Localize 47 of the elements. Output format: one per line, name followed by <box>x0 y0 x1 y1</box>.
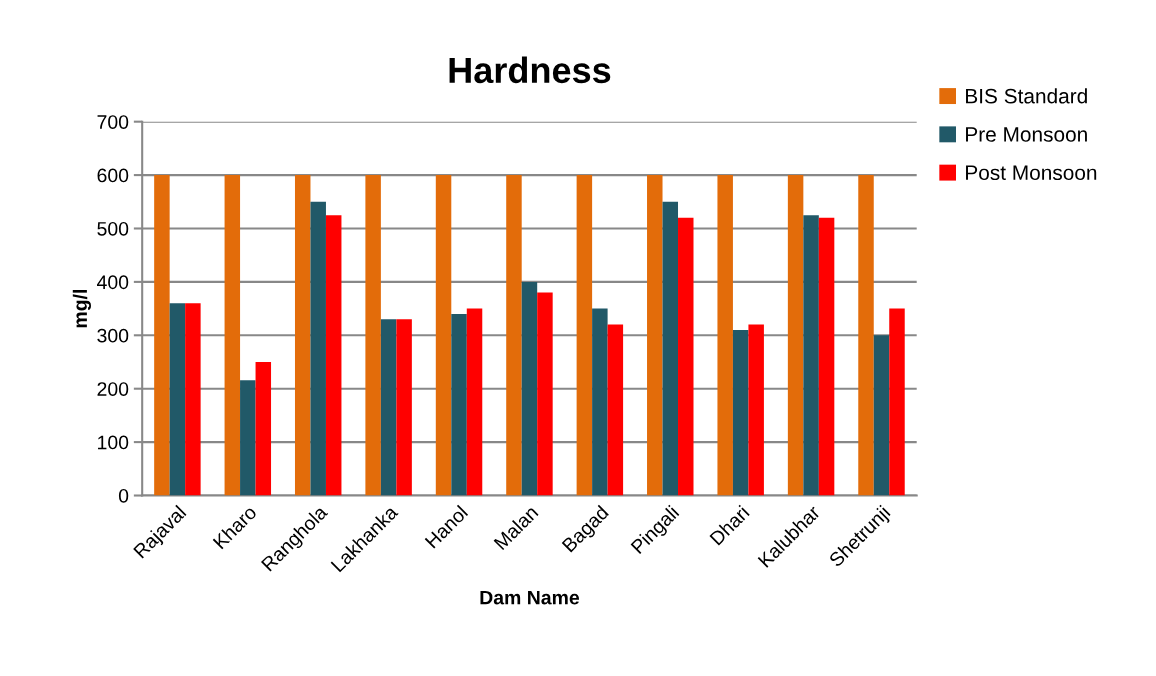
y-tick-label: 700 <box>97 115 129 129</box>
bar <box>576 175 593 496</box>
bar <box>787 175 804 496</box>
y-axis-title: mg/l <box>72 289 91 328</box>
bar <box>748 324 764 496</box>
legend-label: Pre Monsoon <box>966 127 1087 142</box>
y-tick-label: 600 <box>97 168 129 183</box>
bar <box>873 335 890 496</box>
bar <box>451 313 467 496</box>
bar <box>154 175 170 496</box>
bar <box>506 175 522 496</box>
bar <box>255 362 272 496</box>
bar <box>396 319 412 496</box>
bar <box>803 215 819 496</box>
y-tick-label: 0 <box>118 488 129 503</box>
bar <box>717 175 733 496</box>
bar <box>365 175 381 496</box>
bar <box>325 215 342 496</box>
bar <box>818 217 835 496</box>
x-axis-title: Dam Name <box>480 590 580 605</box>
legend-label: Post Monsoon <box>966 165 1097 181</box>
bar <box>169 303 186 496</box>
y-tick-label: 200 <box>97 382 129 396</box>
bar <box>732 329 749 496</box>
bar <box>889 308 905 496</box>
y-tick-label: 400 <box>97 275 129 290</box>
bar <box>858 175 874 496</box>
legend-label: BIS Standard <box>966 88 1087 104</box>
bar <box>678 217 694 496</box>
bar <box>607 324 624 496</box>
bar <box>310 201 326 496</box>
bar <box>521 281 538 496</box>
bar <box>466 308 483 496</box>
bar <box>662 201 679 496</box>
bar <box>537 292 553 496</box>
bar <box>185 303 201 496</box>
bar <box>647 175 663 496</box>
bar <box>240 380 256 496</box>
bar <box>224 175 241 496</box>
y-tick-label: 100 <box>98 435 129 450</box>
bar <box>592 308 608 496</box>
bar <box>380 319 397 496</box>
bar <box>435 175 452 496</box>
chart-title: Hardness <box>449 56 611 84</box>
y-tick-label: 300 <box>97 328 129 343</box>
bar <box>294 175 311 496</box>
y-tick-label: 500 <box>97 221 129 236</box>
